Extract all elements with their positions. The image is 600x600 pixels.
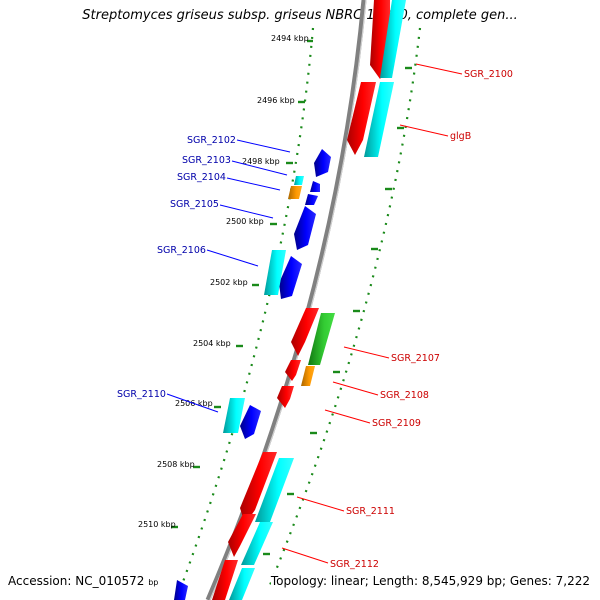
gene-label-SGR_2112[interactable]: SGR_2112 (330, 559, 379, 570)
cds-SGR_2107[interactable] (308, 313, 335, 365)
scale-label: 2494 kbp (271, 34, 309, 43)
gene-SGR_2107[interactable] (291, 308, 319, 356)
cds-glgB[interactable] (364, 82, 394, 157)
scale-label: 2502 kbp (210, 278, 248, 287)
accession-info: Accession: NC_010572 bp (8, 574, 159, 588)
gene-label-SGR_2104[interactable]: SGR_2104 (177, 172, 226, 183)
gene-label-SGR_2109[interactable]: SGR_2109 (372, 418, 421, 429)
label-leaders (166, 63, 463, 564)
gene-SGR_2112[interactable] (228, 514, 256, 557)
scale-label: 2498 kbp (242, 157, 280, 166)
minus-strand-genes (174, 149, 331, 600)
gene-SGR_2111[interactable] (240, 452, 277, 524)
gene-label-SGR_2106[interactable]: SGR_2106 (157, 245, 206, 256)
cds-SGR_2111[interactable] (255, 458, 294, 522)
gene-SGR_2106[interactable] (279, 256, 302, 299)
plus-strand-genes (212, 0, 406, 600)
gene-SGR_2102[interactable] (314, 149, 331, 177)
cds-SGR_2106[interactable] (264, 250, 286, 295)
gene-SGR_2109[interactable] (277, 386, 294, 408)
scale-label: 2504 kbp (193, 339, 231, 348)
gene-label-SGR_2107[interactable]: SGR_2107 (391, 353, 440, 364)
gene-label-SGR_2105[interactable]: SGR_2105 (170, 199, 219, 210)
genome-summary: Topology: linear; Length: 8,545,929 bp; … (270, 574, 590, 588)
scale-label: 2510 kbp (138, 520, 176, 529)
gene-SGR_2104[interactable] (305, 194, 318, 205)
gene-label-SGR_2102[interactable]: SGR_2102 (187, 135, 236, 146)
cds-SGR_2110[interactable] (223, 398, 245, 433)
cds-SGR_2103[interactable] (294, 176, 304, 185)
gene-label-SGR_2103[interactable]: SGR_2103 (182, 155, 231, 166)
accession-unit: bp (148, 578, 159, 587)
gene-next-plus[interactable] (212, 560, 238, 600)
gene-label-SGR_2108[interactable]: SGR_2108 (380, 390, 429, 401)
scale-label: 2496 kbp (257, 96, 295, 105)
gene-SGR_2105[interactable] (294, 206, 316, 250)
cds-SGR_2112[interactable] (241, 522, 273, 565)
gene-next-minus[interactable] (174, 580, 188, 600)
cds-SGR_2104[interactable] (288, 186, 302, 199)
cds-SGR_2100[interactable] (380, 0, 406, 78)
gene-glgB[interactable] (347, 82, 376, 155)
gene-label-SGR_2100[interactable]: SGR_2100 (464, 69, 513, 80)
scale-track-outer (266, 27, 422, 591)
cds-next-plus[interactable] (229, 568, 255, 600)
gene-label-SGR_2110[interactable]: SGR_2110 (117, 389, 166, 400)
gene-labels: SGR_2100 glgB SGR_2102 SGR_2103 SGR_2104… (117, 69, 513, 570)
scale-label: 2500 kbp (226, 217, 264, 226)
accession-text: Accession: NC_010572 (8, 574, 145, 588)
gene-SGR_2110[interactable] (240, 405, 261, 439)
cds-SGR_2108[interactable] (301, 366, 315, 386)
gene-label-glgB[interactable]: glgB (450, 131, 471, 142)
scale-label: 2508 kbp (157, 460, 195, 469)
scale-ticks (171, 39, 412, 556)
gene-label-SGR_2111[interactable]: SGR_2111 (346, 506, 395, 517)
gene-SGR_2103[interactable] (310, 181, 320, 192)
gene-SGR_2108[interactable] (285, 360, 301, 381)
map-title: Streptomyces griseus subsp. griseus NBRC… (82, 8, 518, 23)
